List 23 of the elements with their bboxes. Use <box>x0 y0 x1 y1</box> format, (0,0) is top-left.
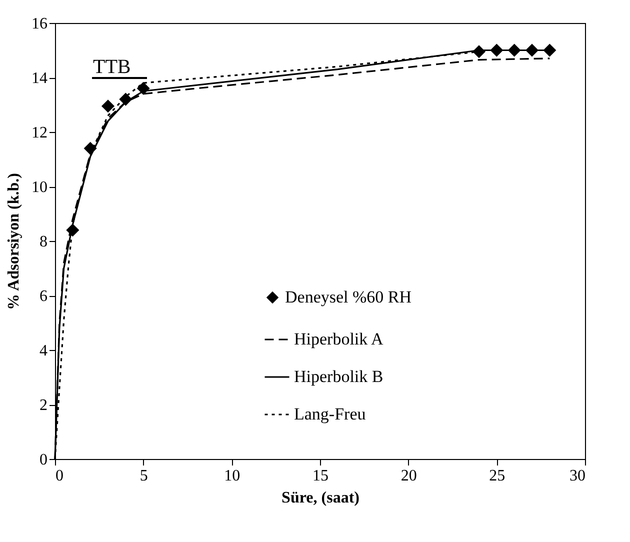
legend-label: Lang-Freu <box>294 404 366 424</box>
legend-label: Hiperbolik B <box>294 367 384 386</box>
x-tick-label: 0 <box>56 468 64 484</box>
x-tick-label: 5 <box>140 468 148 484</box>
legend-label: Deneysel %60 RH <box>285 288 412 306</box>
y-axis-title: % Adsorsiyon (k.b.) <box>6 173 22 310</box>
legend-label: Hiperbolik A <box>294 330 384 348</box>
y-tick-label: 10 <box>32 179 48 196</box>
y-tick-label: 14 <box>32 70 48 87</box>
y-tick-label: 4 <box>40 342 48 360</box>
x-axis-title: Süre, (saat) <box>282 490 360 506</box>
x-tick-label: 10 <box>224 468 240 484</box>
y-tick-label: 6 <box>40 288 48 305</box>
y-tick-label: 2 <box>40 397 48 414</box>
annotation: TTB <box>93 56 131 78</box>
x-tick-label: 20 <box>400 468 417 484</box>
y-tick-label: 8 <box>40 234 48 250</box>
y-tick-label: 16 <box>32 16 48 32</box>
x-tick-label: 15 <box>312 468 328 484</box>
x-tick-label: 25 <box>489 468 506 484</box>
y-tick-label: 12 <box>32 124 48 142</box>
x-tick-label: 30 <box>570 468 586 484</box>
y-tick-label: 0 <box>40 452 48 468</box>
